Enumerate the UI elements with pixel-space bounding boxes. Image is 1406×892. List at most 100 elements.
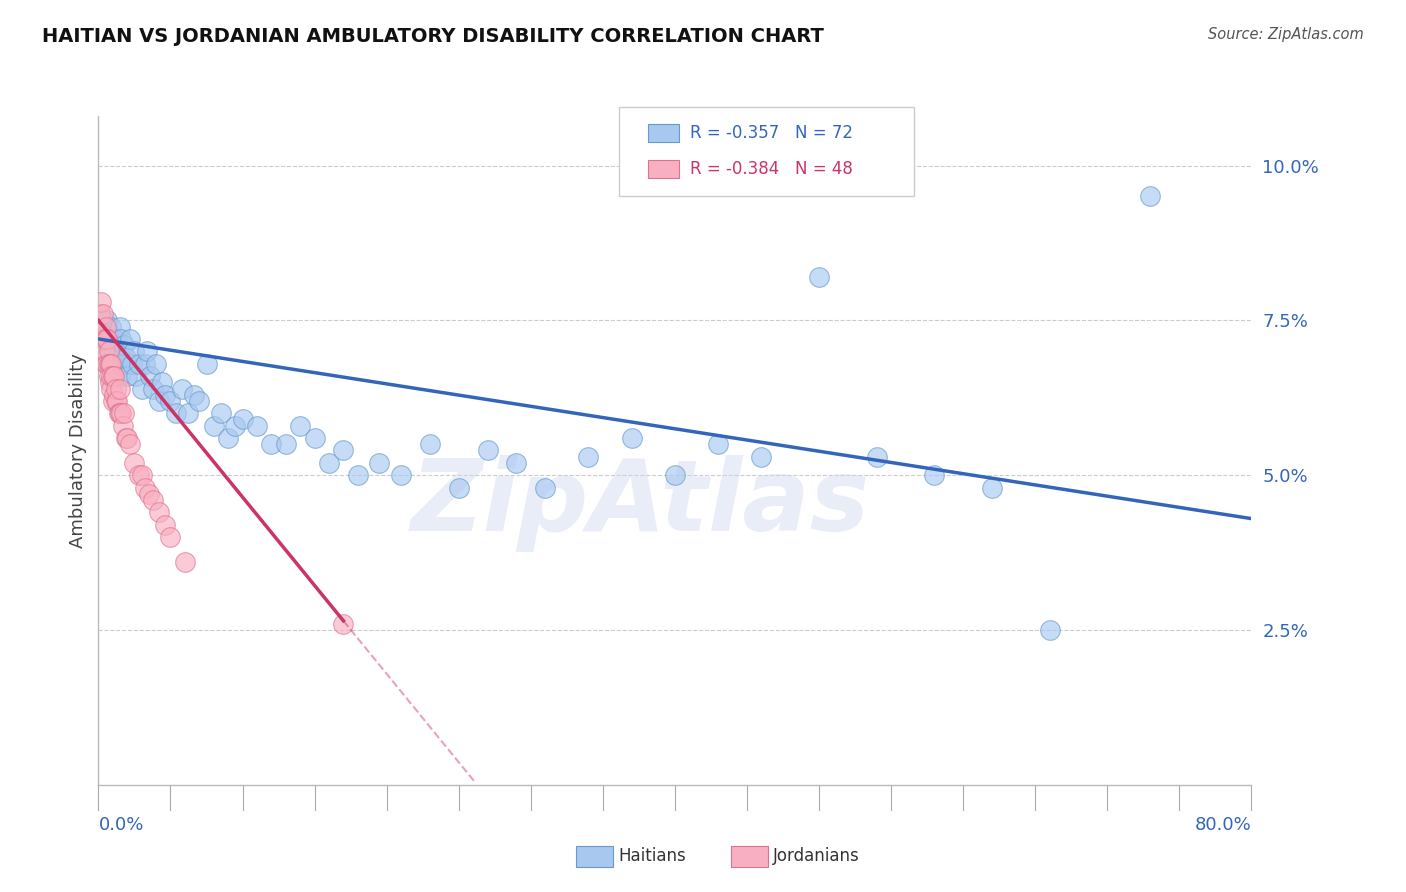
Point (94, 319, 117, 334)
Point (114, 431, 136, 445)
Point (108, 369, 131, 384)
Point (174, 555, 197, 569)
Point (96, 313, 118, 327)
Point (111, 418, 134, 433)
Y-axis label: Ambulatory Disability: Ambulatory Disability (69, 353, 87, 548)
Point (112, 338, 135, 352)
Point (620, 431, 643, 445)
Point (90, 294, 112, 309)
Point (97, 344, 120, 359)
Point (142, 382, 165, 396)
Point (128, 468, 150, 483)
Text: Source: ZipAtlas.com: Source: ZipAtlas.com (1208, 27, 1364, 42)
Point (100, 382, 122, 396)
Point (153, 387, 176, 401)
Point (108, 319, 131, 334)
Point (477, 443, 499, 458)
Point (578, 450, 600, 464)
Point (100, 357, 122, 371)
Point (534, 481, 557, 495)
Point (142, 493, 165, 508)
Point (93, 332, 115, 346)
Point (332, 443, 354, 458)
Point (981, 481, 1004, 495)
Point (98, 376, 121, 390)
Point (97, 326, 120, 340)
Point (124, 456, 146, 470)
Point (124, 344, 146, 359)
Point (108, 382, 131, 396)
Point (128, 357, 150, 371)
Point (107, 406, 129, 420)
Point (368, 456, 391, 470)
Point (103, 369, 125, 384)
Point (105, 393, 128, 408)
Point (110, 406, 132, 420)
Point (131, 468, 153, 483)
Point (97, 357, 120, 371)
Point (100, 369, 122, 384)
Text: R = -0.357   N = 72: R = -0.357 N = 72 (690, 124, 853, 142)
Point (505, 456, 527, 470)
Point (104, 382, 127, 396)
Point (96, 332, 118, 346)
Point (98, 357, 121, 371)
Text: 80.0%: 80.0% (1195, 816, 1251, 834)
Point (1139, 189, 1161, 203)
Point (112, 406, 135, 420)
Point (101, 393, 124, 408)
Point (121, 357, 143, 371)
Point (170, 382, 193, 396)
Point (150, 376, 173, 390)
Point (153, 517, 176, 532)
Point (91, 313, 114, 327)
Text: 0.0%: 0.0% (98, 816, 143, 834)
Point (318, 456, 340, 470)
Point (447, 481, 470, 495)
Text: ZipAtlas: ZipAtlas (411, 456, 870, 552)
Point (751, 450, 773, 464)
Point (89, 307, 111, 321)
Text: Jordanians: Jordanians (773, 847, 860, 865)
Point (148, 393, 170, 408)
Point (209, 406, 232, 420)
Point (101, 369, 124, 384)
Point (104, 393, 127, 408)
Point (139, 369, 162, 384)
Point (136, 344, 159, 359)
Point (159, 530, 181, 544)
Point (138, 487, 160, 501)
Point (159, 393, 181, 408)
Point (664, 468, 686, 483)
Point (101, 332, 124, 346)
Point (131, 382, 153, 396)
Point (389, 468, 412, 483)
Point (125, 369, 148, 384)
Point (104, 332, 127, 346)
Text: R = -0.384   N = 48: R = -0.384 N = 48 (690, 160, 853, 178)
Point (866, 450, 889, 464)
Point (165, 406, 187, 420)
Point (97, 338, 120, 352)
Point (91, 307, 114, 321)
Point (114, 351, 136, 365)
Point (89, 326, 111, 340)
Point (117, 431, 138, 445)
Point (304, 431, 326, 445)
Point (145, 357, 167, 371)
Point (419, 437, 441, 451)
Point (707, 437, 730, 451)
Point (195, 357, 218, 371)
Point (98, 344, 121, 359)
Point (107, 344, 129, 359)
Point (93, 344, 115, 359)
Point (96, 357, 118, 371)
Point (1038, 623, 1062, 637)
Point (120, 437, 142, 451)
Point (134, 357, 156, 371)
Point (346, 468, 368, 483)
Point (922, 468, 945, 483)
Point (111, 357, 134, 371)
Point (94, 357, 117, 371)
Point (110, 332, 132, 346)
